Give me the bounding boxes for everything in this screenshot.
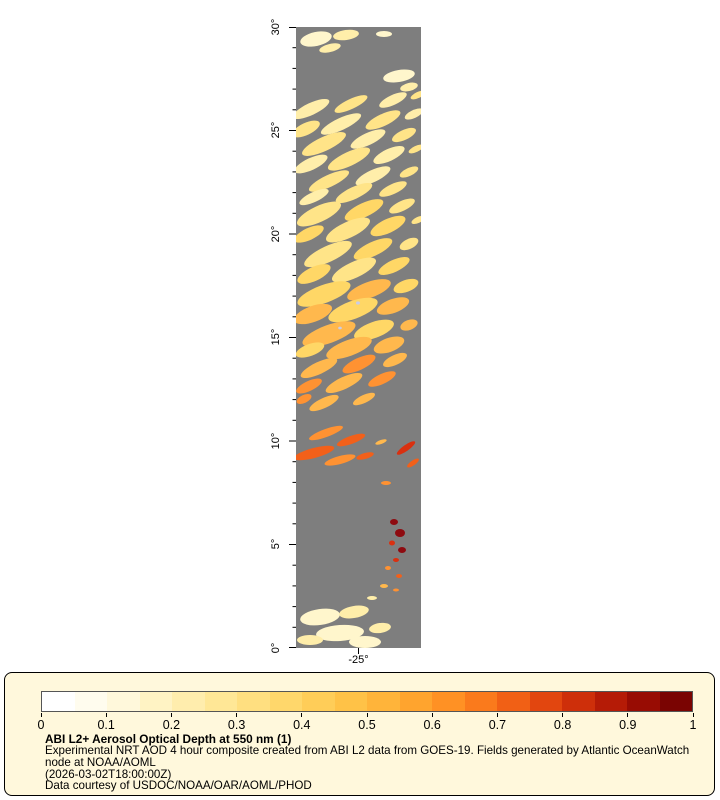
- y-axis-label-25: 25°: [270, 121, 282, 139]
- colorbar-segment: [139, 692, 172, 711]
- colorbar-tick-mark: [170, 713, 172, 717]
- colorbar-tick-label: 0.7: [488, 718, 507, 732]
- colorbar-tick-label: 0.6: [423, 718, 441, 732]
- colorbar-segment: [432, 692, 465, 711]
- aod-map-plot: [286, 27, 421, 658]
- legend-timestamp: (2026-03-02T18:00:00Z): [45, 767, 172, 781]
- aod-patches-bottom: [297, 605, 391, 648]
- colorbar-segment: [594, 692, 627, 711]
- aod-darkred-cluster: [367, 481, 406, 600]
- colorbar-tick-mark: [40, 713, 42, 717]
- legend-panel: 0 0.1 0.2 0.3 0.4 0.5 0.6 0.7 0.8 0.9 1 ABI L2+ Ae…: [4, 672, 715, 796]
- y-axis-label-10: 10°: [270, 432, 282, 450]
- colorbar-segment: [399, 692, 432, 711]
- colorbar-tick-label: 0.1: [97, 718, 115, 732]
- aod-streaks-orange: [296, 278, 419, 412]
- colorbar-tick-label: 1: [689, 718, 697, 732]
- aod-map-svg: [289, 27, 421, 654]
- colorbar-tick-mark: [366, 713, 368, 717]
- colorbar-tick-mark: [431, 713, 433, 717]
- colorbar-segment: [204, 692, 237, 711]
- x-axis-label: -25°: [348, 654, 369, 666]
- colorbar-tick-mark: [562, 713, 564, 717]
- aod-patches-top: [300, 29, 418, 92]
- aod-streaks-middle: [296, 198, 421, 284]
- aod-map-raster: [296, 27, 421, 648]
- legend-courtesy: Data courtesy of USDOC/NOAA/OAR/AOML/PHO…: [45, 779, 312, 793]
- colorbar-tick-mark: [301, 713, 303, 717]
- colorbar-tick-label: 0.8: [553, 718, 572, 732]
- aod-streaks-upper: [296, 90, 421, 206]
- colorbar: [41, 691, 693, 712]
- aod-streaks-red: [296, 425, 419, 468]
- colorbar-tick-mark: [105, 713, 107, 717]
- legend-text-block: ABI L2+ Aerosol Optical Depth at 550 nm …: [45, 733, 697, 792]
- colorbar-segment: [107, 692, 140, 711]
- colorbar-segment: [367, 692, 400, 711]
- colorbar-tick-label: 0.9: [619, 718, 637, 732]
- colorbar-tick-label: 0.3: [227, 718, 246, 732]
- colorbar-segment: [334, 692, 367, 711]
- colorbar-segment: [627, 692, 660, 711]
- colorbar-tick-label: 0.4: [293, 718, 311, 732]
- colorbar-tick-label: 0.2: [162, 718, 181, 732]
- y-axis-label-0: 0°: [270, 642, 282, 654]
- legend-title: ABI L2+ Aerosol Optical Depth at 550 nm …: [45, 732, 292, 746]
- colorbar-segment: [497, 692, 530, 711]
- colorbar-tick-mark: [496, 713, 498, 717]
- colorbar-segment: [74, 692, 107, 711]
- y-axis-label-30: 30°: [270, 18, 282, 36]
- colorbar-segment: [464, 692, 497, 711]
- colorbar-tick-label: 0: [37, 718, 45, 732]
- colorbar-segment: [659, 692, 692, 711]
- legend-description: Experimental NRT AOD 4 hour composite cr…: [45, 744, 690, 769]
- colorbar-segment: [172, 692, 205, 711]
- colorbar-segment: [269, 692, 302, 711]
- y-axis-label-20: 20°: [270, 225, 282, 243]
- colorbar-tick-mark: [236, 713, 238, 717]
- colorbar-tick-mark: [627, 713, 629, 717]
- colorbar-segment: [562, 692, 595, 711]
- colorbar-segment: [42, 692, 75, 711]
- y-axis-label-15: 15°: [270, 328, 282, 346]
- colorbar-tick-mark: [692, 713, 694, 717]
- colorbar-segment: [302, 692, 335, 711]
- colorbar-tick-label: 0.5: [358, 718, 376, 732]
- colorbar-segment: [529, 692, 562, 711]
- y-axis-ticks: [289, 27, 359, 654]
- colorbar-segment: [237, 692, 270, 711]
- y-axis-label-5: 5°: [270, 538, 282, 550]
